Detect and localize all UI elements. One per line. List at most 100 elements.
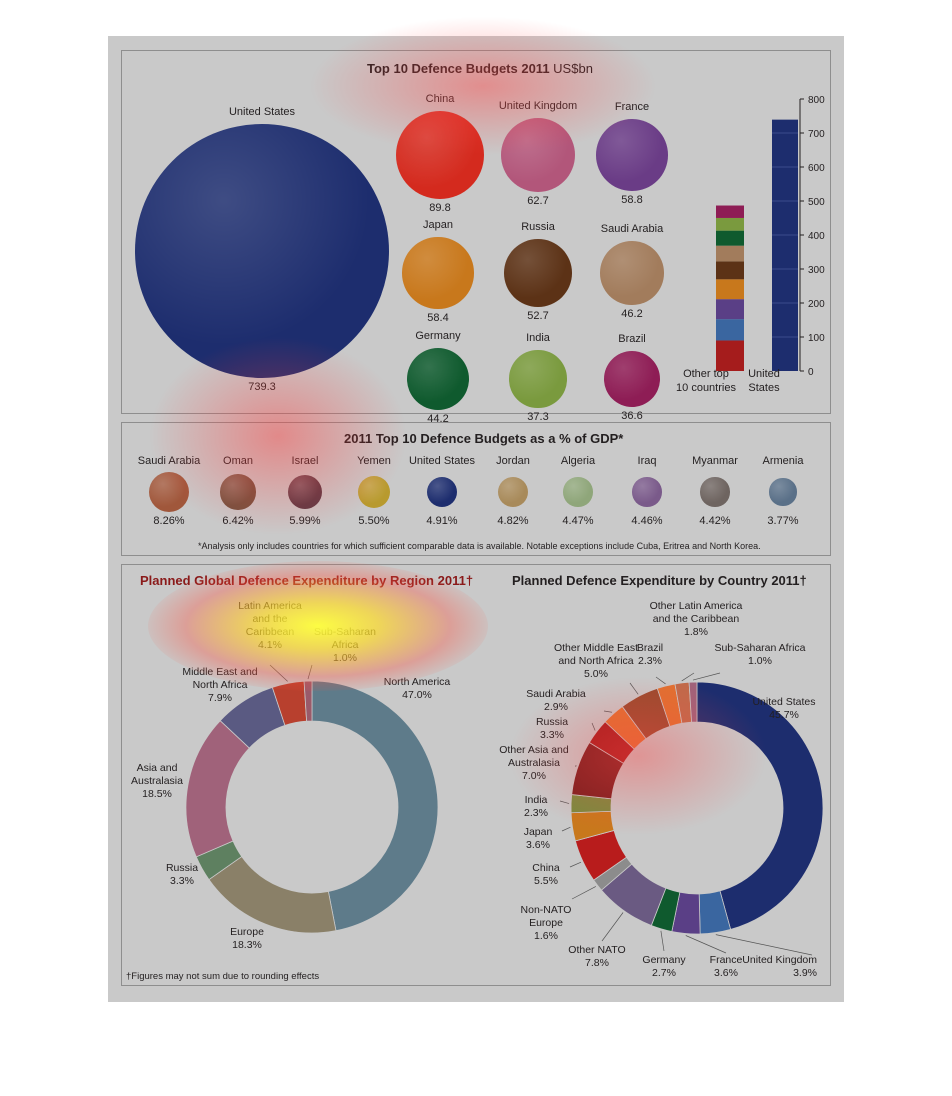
bubble-value: 62.7 [527,194,549,207]
leader-line [655,676,666,685]
slice-label: United Kingdom 3.9% [742,954,817,979]
slice-asia-and-australasia [185,720,250,858]
region-donut-chart: North America 47.0% Europe 18.3% Russia 3.3% A… [131,600,450,951]
gdp-value: 4.91% [426,515,458,527]
gdp-bubble-oman [220,474,256,510]
y-tick-label: 800 [808,95,825,106]
slice-label: United States 45.7% [752,696,815,721]
gdp-label: Iraq [637,455,657,467]
bubble-japan [402,237,474,309]
bar-label-other: Other top 10 countries [676,368,736,394]
slice-label: Middle East and North Africa 7.9% [182,666,257,704]
gdp-label: Saudi Arabia [137,455,201,467]
y-tick-label: 600 [808,163,825,174]
gdp-value: 4.42% [699,515,731,527]
bar-label-us: United States [748,368,780,394]
gdp-value: 6.42% [222,515,254,527]
budget-stacked-bars: 0 100 200 300 400 500 600 700 800 [716,95,825,378]
bubble-label: Russia [521,221,555,234]
slice-united-states [696,681,824,930]
gdp-label: Algeria [560,455,596,467]
top10-budgets-panel: Top 10 Defence Budgets 2011 US$bn United… [121,50,831,425]
bubble-russia [504,239,572,307]
country-donut-chart: United States 45.7% United Kingdom 3.9%Fran… [499,600,824,979]
leader-line [569,861,582,868]
leader-line [629,682,639,695]
top10-budgets-title: Top 10 Defence Budgets 2011 US$bn [367,61,593,76]
slice-label: Russia 3.3% [536,716,568,741]
slice-label: Germany 2.7% [642,954,686,979]
slice-north-america [311,680,439,932]
gdp-share-panel: 2011 Top 10 Defence Budgets as a % of GD… [121,422,831,556]
y-tick-label: 300 [808,265,825,276]
gdp-label: Israel [291,455,319,467]
bubble-value: 58.4 [427,311,449,324]
gdp-value: 4.47% [562,515,594,527]
stack-seg-germany [716,230,744,246]
leader-line [692,672,721,681]
slice-label: Other Middle East and North Africa 5.0% [554,642,638,680]
gdp-bubble-armenia [769,478,797,506]
bubble-value: 36.6 [621,410,643,423]
bubble-label: China [425,92,455,105]
country-donut-title: Planned Defence Expenditure by Country 2… [512,573,807,588]
gdp-label: Yemen [357,455,391,467]
bubble-united-kingdom [501,118,575,192]
bubble-value: 52.7 [527,309,549,322]
slice-label: Russia 3.3% [166,862,198,887]
stack-seg-united-kingdom [716,319,744,341]
gdp-bubble-saudi-arabia [149,472,189,512]
stack-seg-japan [716,279,744,300]
stack-seg-russia [716,261,744,280]
leader-line [591,722,596,731]
slice-label: Sub-Saharan Africa 1.0% [714,642,805,667]
gdp-label: Jordan [496,455,530,467]
leader-line [685,935,727,954]
slice-label: China 5.5% [532,862,560,887]
y-tick-label: 100 [808,333,825,344]
stack-seg-china [716,340,744,371]
leader-line [660,930,665,952]
leader-line [559,800,570,804]
leader-line [571,886,597,900]
gdp-bubble-united-states [426,476,458,508]
slice-europe [208,855,337,934]
expenditure-donuts-panel: Planned Global Defence Expenditure by Re… [121,564,831,986]
bubble-value: 89.8 [429,202,451,215]
gdp-label: United States [408,455,476,467]
gdp-value: 8.26% [153,515,185,527]
bubble-label: United Kingdom [498,100,578,112]
stack-seg-france [716,299,744,320]
leader-line [601,912,624,942]
slice-label: France 3.6% [710,954,743,979]
bubble-saudi-arabia [600,241,664,305]
bubble-label: France [614,101,650,114]
gdp-footnote: *Analysis only includes countries for wh… [198,541,761,551]
bubble-brazil [603,350,661,408]
gdp-value: 3.77% [767,515,799,527]
bubble-france [596,119,668,191]
leader-line [603,710,613,713]
infographic-sheet: Top 10 Defence Budgets 2011 US$bn United… [108,16,844,1002]
bubble-label: Germany [415,329,461,342]
bar-united-states [772,119,798,371]
bubble-label: Japan [423,219,453,232]
bubble-label: United States [228,106,296,118]
leader-line [681,672,695,682]
bubble-value: 37.3 [527,410,549,423]
rounding-footnote: †Figures may not sum due to rounding eff… [126,971,320,982]
leader-line [269,664,288,682]
slice-label: Brazil 2.3% [637,642,663,667]
leader-line [715,934,813,956]
gdp-label: Armenia [762,455,804,467]
gdp-bubble-algeria [563,477,593,507]
slice-label: Other Latin America and the Caribbean 1.8% [650,600,743,638]
y-tick-label: 0 [808,367,814,378]
slice-label: Asia and Australasia 18.5% [131,762,183,800]
slice-label: Sub-Saharan Africa 1.0% [314,626,376,664]
gdp-bubble-yemen [357,475,391,509]
y-tick-label: 500 [808,197,825,208]
slice-label: Saudi Arabia 2.9% [526,688,586,713]
stack-seg-india [716,217,744,231]
leader-line [307,664,313,680]
